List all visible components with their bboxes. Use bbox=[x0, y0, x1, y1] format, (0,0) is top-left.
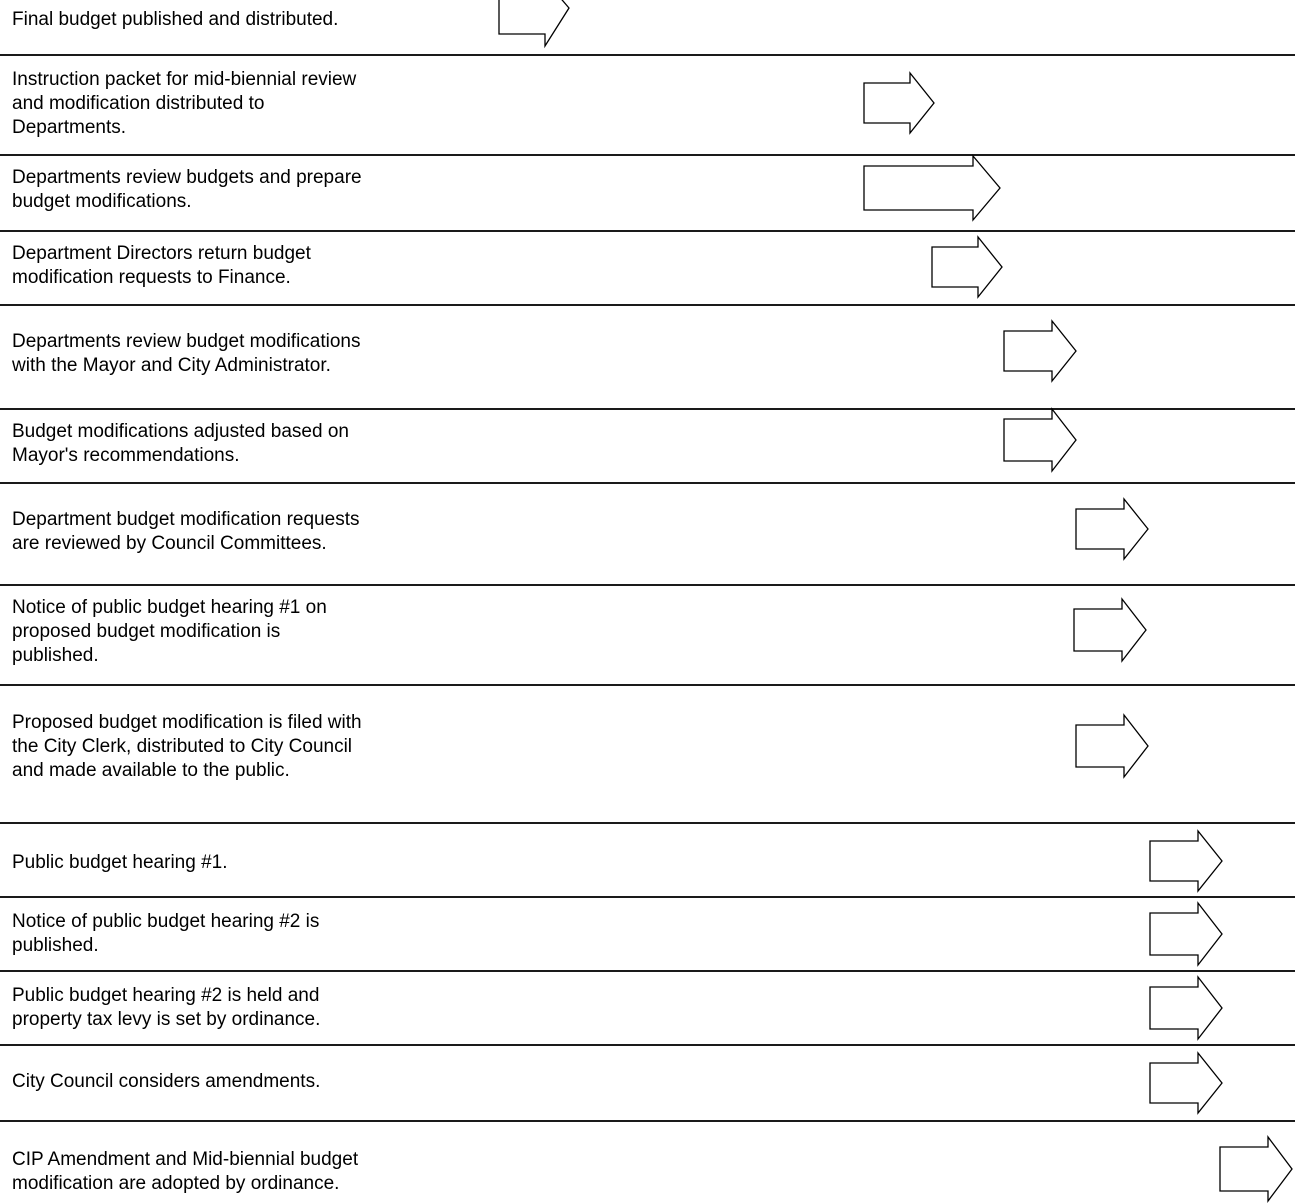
timeline-arrow-icon bbox=[1149, 1051, 1223, 1115]
timeline-arrow-icon bbox=[1075, 713, 1149, 779]
row-divider bbox=[0, 54, 1295, 56]
timeline-arrow-icon bbox=[1003, 407, 1077, 473]
row-divider bbox=[0, 304, 1295, 306]
step-label: Departments review budgets and prepare b… bbox=[12, 167, 362, 212]
step-label: Public budget hearing #2 is held and pro… bbox=[12, 985, 321, 1030]
timeline-arrow-icon bbox=[1149, 829, 1223, 893]
timeline-row: Proposed budget modification is filed wi… bbox=[0, 686, 1295, 822]
step-label: Notice of public budget hearing #2 is pu… bbox=[12, 911, 320, 956]
step-label: City Council considers amendments. bbox=[12, 1071, 321, 1092]
step-label: Department budget modification requests … bbox=[12, 509, 360, 554]
timeline-row: Instruction packet for mid-biennial revi… bbox=[0, 56, 1295, 154]
timeline-row: Department budget modification requests … bbox=[0, 484, 1295, 584]
timeline-arrow-icon bbox=[1219, 1135, 1293, 1203]
timeline-arrow-icon bbox=[1075, 497, 1149, 561]
step-label: Departments review budget modifications … bbox=[12, 331, 361, 376]
timeline-row: Public budget hearing #1. bbox=[0, 824, 1295, 896]
step-label: Proposed budget modification is filed wi… bbox=[12, 712, 362, 781]
row-divider bbox=[0, 684, 1295, 686]
timeline-row: Notice of public budget hearing #2 is pu… bbox=[0, 898, 1295, 970]
timeline-row: Departments review budget modifications … bbox=[0, 306, 1295, 408]
row-divider bbox=[0, 408, 1295, 410]
timeline-row: Department Directors return budget modif… bbox=[0, 232, 1295, 304]
step-label: Notice of public budget hearing #1 on pr… bbox=[12, 597, 327, 666]
row-divider bbox=[0, 154, 1295, 156]
row-divider bbox=[0, 1044, 1295, 1046]
timeline-row: Budget modifications adjusted based on M… bbox=[0, 410, 1295, 482]
row-divider bbox=[0, 1120, 1295, 1122]
timeline-arrow-icon bbox=[1073, 597, 1147, 663]
timeline-row: Departments review budgets and prepare b… bbox=[0, 156, 1295, 230]
timeline-arrow-icon bbox=[1149, 975, 1223, 1041]
step-label: Department Directors return budget modif… bbox=[12, 243, 311, 288]
timeline-arrow-icon bbox=[1003, 319, 1077, 383]
step-label: CIP Amendment and Mid-biennial budget mo… bbox=[12, 1149, 359, 1194]
timeline-row: CIP Amendment and Mid-biennial budget mo… bbox=[0, 1122, 1295, 1203]
timeline-arrow-icon bbox=[1149, 901, 1223, 967]
timeline-arrow-icon bbox=[931, 235, 1003, 299]
row-divider bbox=[0, 896, 1295, 898]
step-label: Instruction packet for mid-biennial revi… bbox=[12, 69, 357, 138]
step-label: Public budget hearing #1. bbox=[12, 852, 228, 873]
row-divider bbox=[0, 482, 1295, 484]
timeline-arrow-icon bbox=[863, 154, 1001, 222]
row-divider bbox=[0, 584, 1295, 586]
timeline-arrow-icon bbox=[863, 71, 935, 135]
step-label: Budget modifications adjusted based on M… bbox=[12, 421, 349, 466]
step-label: Final budget published and distributed. bbox=[12, 9, 339, 30]
row-divider bbox=[0, 230, 1295, 232]
timeline-row: Public budget hearing #2 is held and pro… bbox=[0, 972, 1295, 1044]
timeline-row: Notice of public budget hearing #1 on pr… bbox=[0, 586, 1295, 684]
timeline-arrow-icon bbox=[498, 0, 570, 49]
timeline-row: Final budget published and distributed. bbox=[0, 0, 1295, 54]
row-divider bbox=[0, 822, 1295, 824]
row-divider bbox=[0, 970, 1295, 972]
timeline-row: City Council considers amendments. bbox=[0, 1046, 1295, 1120]
